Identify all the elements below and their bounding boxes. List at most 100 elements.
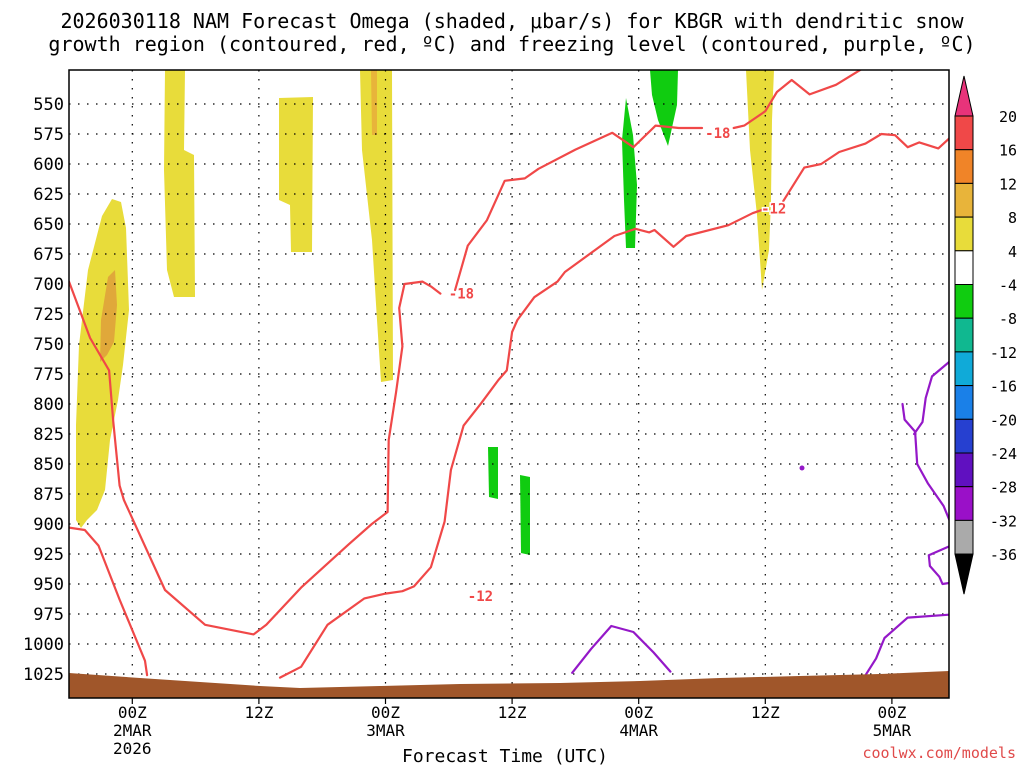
y-tick-label: 875 bbox=[33, 485, 64, 505]
omega-area bbox=[650, 70, 678, 146]
omega-area bbox=[371, 70, 377, 135]
y-tick-label: 900 bbox=[33, 515, 64, 535]
colorbar-segment bbox=[954, 519, 974, 555]
contour-label: -18 bbox=[705, 126, 730, 142]
contour-line bbox=[69, 526, 149, 677]
colorbar-segment bbox=[954, 149, 974, 184]
y-tick-label: 650 bbox=[33, 215, 64, 235]
colorbar-segment bbox=[954, 351, 974, 387]
y-tick-label: 800 bbox=[33, 395, 64, 415]
omega-area bbox=[622, 98, 637, 248]
contour-line bbox=[69, 280, 442, 636]
y-tick-label: 575 bbox=[33, 125, 64, 145]
omega-area bbox=[100, 270, 117, 362]
contour-label: -12 bbox=[468, 589, 493, 605]
colorbar-label: 4 bbox=[1008, 243, 1017, 261]
colorbar-label: 8 bbox=[1008, 209, 1017, 227]
colorbar-segment bbox=[954, 250, 974, 286]
omega-area bbox=[360, 70, 393, 382]
omega-area bbox=[746, 70, 774, 290]
y-tick-label: 600 bbox=[33, 155, 64, 175]
y-tick-label: 1000 bbox=[23, 635, 64, 655]
omega-shading bbox=[76, 70, 774, 555]
contour-line bbox=[782, 132, 949, 203]
omega-area bbox=[76, 199, 129, 528]
y-tick-label: 850 bbox=[33, 455, 64, 475]
credit-text: coolwx.com/models bbox=[862, 744, 1016, 762]
contour-label: -18 bbox=[449, 287, 474, 303]
contours bbox=[69, 70, 949, 679]
y-tick-label: 725 bbox=[33, 305, 64, 325]
contour-line bbox=[454, 124, 704, 292]
contour-line bbox=[732, 70, 863, 130]
colorbar-segment bbox=[954, 418, 974, 454]
colorbar-label: -4 bbox=[999, 277, 1017, 295]
y-axis: 550 575 600 625 650 675 700 725 750 775 800 825 850 8… bbox=[23, 95, 64, 685]
y-tick-label: 950 bbox=[33, 575, 64, 595]
contour-line bbox=[912, 360, 949, 436]
colorbar-segment bbox=[954, 553, 974, 595]
colorbar-segment bbox=[954, 182, 974, 218]
x-tick-label: 00Z bbox=[118, 703, 147, 722]
colorbar-label: -36 bbox=[990, 546, 1017, 564]
colorbar-label: -28 bbox=[990, 479, 1017, 497]
colorbar-segment bbox=[954, 486, 974, 521]
colorbar-segment bbox=[954, 452, 974, 488]
x-tick-date: 5MAR bbox=[873, 721, 912, 740]
colorbar-segment bbox=[954, 385, 974, 420]
x-tick-label: 12Z bbox=[244, 703, 273, 722]
x-tick-label: 00Z bbox=[371, 703, 400, 722]
colorbar-label: -20 bbox=[990, 411, 1017, 429]
x-axis-title: Forecast Time (UTC) bbox=[402, 746, 608, 767]
x-tick-date: 3MAR bbox=[366, 721, 405, 740]
x-tick-year: 2026 bbox=[113, 739, 152, 758]
chart-title-line-1: 2026030118 NAM Forecast Omega (shaded, μ… bbox=[60, 9, 964, 33]
x-tick-label: 00Z bbox=[624, 703, 653, 722]
contour-line bbox=[901, 402, 949, 586]
colorbar-segment bbox=[954, 317, 974, 353]
contour-line bbox=[278, 207, 768, 679]
chart-title-line-2: growth region (contoured, red, ºC) and f… bbox=[48, 32, 976, 56]
colorbar-label: -24 bbox=[990, 445, 1017, 463]
y-tick-label: 925 bbox=[33, 545, 64, 565]
contour-labels: -18 -18 -12 -12 bbox=[447, 124, 788, 606]
omega-area bbox=[520, 475, 530, 555]
x-tick-label: 12Z bbox=[751, 703, 780, 722]
colorbar-label: 16 bbox=[999, 142, 1017, 160]
colorbar-label: 20 bbox=[999, 108, 1017, 126]
y-tick-label: 1025 bbox=[23, 665, 64, 685]
omega-area bbox=[279, 97, 313, 252]
colorbar-label: -32 bbox=[990, 512, 1017, 530]
freezing-level-point bbox=[799, 465, 805, 471]
y-tick-label: 700 bbox=[33, 275, 64, 295]
y-tick-label: 775 bbox=[33, 365, 64, 385]
colorbar-label: -16 bbox=[990, 378, 1017, 396]
colorbar: 20 16 12 8 4 -4 -8 -12 -16 -20 -24 -28 -32 -36 bbox=[954, 75, 1017, 595]
y-tick-label: 825 bbox=[33, 425, 64, 445]
contour-line bbox=[864, 613, 949, 677]
contour-label: -12 bbox=[761, 201, 786, 217]
colorbar-label: -8 bbox=[999, 310, 1017, 328]
y-tick-label: 750 bbox=[33, 335, 64, 355]
colorbar-segment bbox=[954, 115, 974, 151]
y-tick-label: 625 bbox=[33, 185, 64, 205]
contour-line bbox=[571, 624, 672, 674]
x-tick-label: 00Z bbox=[877, 703, 906, 722]
y-tick-label: 675 bbox=[33, 245, 64, 265]
colorbar-segment bbox=[954, 75, 974, 117]
colorbar-segment bbox=[954, 216, 974, 252]
plot-frame bbox=[68, 69, 950, 699]
colorbar-segment bbox=[954, 284, 974, 319]
omega-area bbox=[488, 447, 498, 499]
colorbar-label: 12 bbox=[999, 175, 1017, 193]
colorbar-label: -12 bbox=[990, 344, 1017, 362]
y-tick-label: 975 bbox=[33, 605, 64, 625]
x-tick-label: 12Z bbox=[498, 703, 527, 722]
omega-area bbox=[164, 70, 195, 297]
x-tick-date: 4MAR bbox=[619, 721, 658, 740]
y-tick-label: 550 bbox=[33, 95, 64, 115]
x-tick-date: 2MAR bbox=[113, 721, 152, 740]
ground-terrain bbox=[69, 671, 949, 698]
